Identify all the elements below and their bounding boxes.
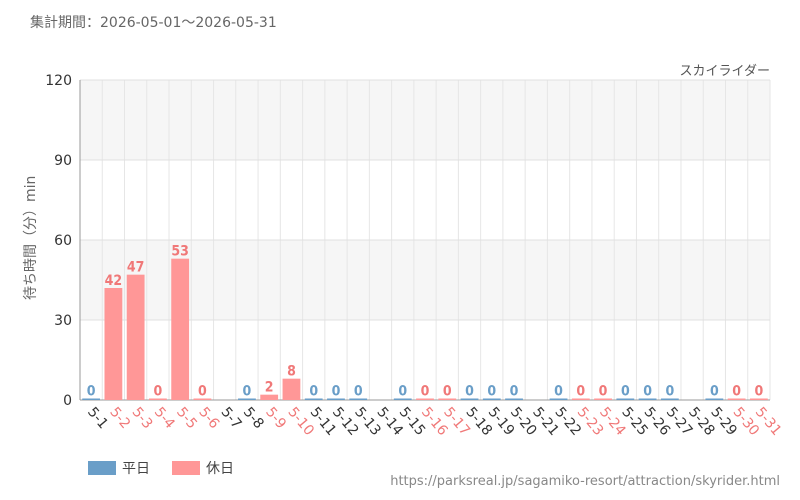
bar-5-25 [616,398,635,400]
source-url: https://parksreal.jp/sagamiko-resort/att… [390,474,780,489]
x-tick-label-5-3: 5-3 [129,404,156,432]
bar-5-8 [238,398,256,400]
bar-5-20 [505,398,523,400]
bar-5-31 [749,398,768,400]
bar-5-19 [482,398,501,400]
y-tick-label: 0 [63,393,72,409]
x-tick-label-5-6: 5-6 [195,404,222,432]
data-label-5-3: 47 [127,260,145,276]
data-label-5-27: 0 [665,384,674,400]
x-tick-label-5-9: 5-9 [262,404,289,432]
bar-5-15 [393,398,412,400]
bar-5-23 [571,398,590,400]
chart-title: スカイライダー [679,64,770,79]
data-label-5-19: 0 [487,384,496,400]
legend-swatch-holiday [172,461,200,475]
plot-band [80,160,770,240]
bar-5-27 [660,398,679,400]
bar-5-9 [260,394,279,400]
x-tick-label-5-8: 5-8 [240,404,267,432]
x-tick-label-5-4: 5-4 [151,404,178,432]
bar-5-24 [594,398,612,400]
bar-5-29 [705,398,724,400]
data-label-5-10: 8 [287,364,296,380]
data-label-5-25: 0 [621,384,630,400]
data-label-5-2: 42 [105,273,123,289]
x-tick-label-5-2: 5-2 [106,404,133,432]
data-label-5-15: 0 [398,384,407,400]
data-label-5-29: 0 [710,384,719,400]
bar-5-1 [82,398,101,400]
y-tick-label: 60 [54,233,72,249]
data-label-5-6: 0 [198,384,207,400]
data-label-5-18: 0 [465,384,474,400]
y-tick-label: 90 [54,153,72,169]
data-label-5-13: 0 [354,384,363,400]
bar-5-2 [104,288,123,400]
bar-5-17 [438,398,457,400]
bar-5-18 [460,398,479,400]
data-label-5-20: 0 [510,384,519,400]
legend-item-weekday: 平日 [88,458,150,478]
bar-5-16 [416,398,434,400]
bar-5-4 [149,398,167,400]
data-label-5-12: 0 [332,384,341,400]
y-tick-label: 120 [45,73,72,89]
legend-swatch-weekday [88,461,116,475]
data-label-5-9: 2 [265,380,274,396]
legend: 平日 休日 [88,458,256,478]
data-label-5-16: 0 [421,384,430,400]
bar-5-12 [327,398,345,400]
legend-item-holiday: 休日 [172,458,234,478]
x-tick-label-5-1: 5-1 [84,404,111,432]
data-label-5-8: 0 [243,384,252,400]
data-label-5-4: 0 [154,384,163,400]
period-label: 集計期間：2026-05-01～2026-05-31 [30,15,277,31]
data-label-5-17: 0 [443,384,452,400]
bar-5-3 [126,274,145,400]
bar-5-11 [304,398,323,400]
plot-band [80,320,770,400]
plot-band [80,240,770,320]
bar-5-30 [727,398,746,400]
bar-5-6 [193,398,212,400]
legend-label-holiday: 休日 [206,461,234,477]
x-tick-label-5-5: 5-5 [173,404,200,432]
legend-label-weekday: 平日 [122,461,150,477]
data-label-5-23: 0 [576,384,585,400]
bar-5-22 [549,398,568,400]
x-tick-label-5-7: 5-7 [218,404,245,432]
plot-band [80,80,770,160]
data-label-5-24: 0 [599,384,608,400]
data-label-5-1: 0 [87,384,96,400]
data-label-5-31: 0 [754,384,763,400]
data-label-5-26: 0 [643,384,652,400]
y-tick-label: 30 [54,313,72,329]
bar-5-13 [349,398,368,400]
bar-5-10 [282,378,301,400]
bar-5-26 [638,398,657,400]
bar-5-5 [171,258,190,400]
data-label-5-11: 0 [309,384,318,400]
data-label-5-22: 0 [554,384,563,400]
data-label-5-5: 53 [171,244,189,260]
data-label-5-30: 0 [732,384,741,400]
